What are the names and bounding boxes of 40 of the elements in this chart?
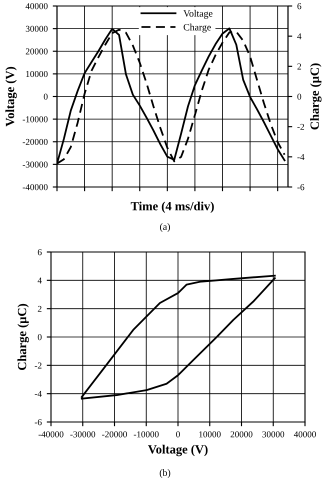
- y-tick-label: -4: [34, 390, 42, 397]
- legend-label: Charge: [184, 24, 211, 32]
- y-tick-label: 30000: [26, 26, 48, 32]
- x-axis-title: Time (4 ms/div): [130, 202, 214, 213]
- x-tick-label: 30000: [262, 431, 284, 438]
- y-tick-label: 0: [38, 334, 42, 340]
- x-tick-label: 40000: [294, 431, 316, 438]
- y-tick-label: -20000: [22, 138, 48, 145]
- y-tick-label: -30000: [22, 162, 48, 168]
- y-tick-label: -2: [34, 362, 42, 368]
- x-tick-label: -10000: [134, 431, 159, 438]
- y2-axis-title: Charge (µC): [310, 63, 322, 130]
- y-tick-label: -10000: [22, 116, 48, 122]
- y-tick-label: 10000: [26, 71, 48, 78]
- y-tick-label: 6: [38, 249, 42, 256]
- x-axis-title: Voltage (V): [148, 444, 208, 456]
- y-tick-label: 0: [44, 94, 48, 100]
- text: (a): [160, 223, 170, 232]
- x-tick-label: 10000: [199, 431, 221, 438]
- y-tick-label: 4: [38, 278, 42, 284]
- y-tick-label: 20000: [26, 48, 48, 54]
- text: (b): [160, 469, 170, 478]
- y2-tick-label: 6: [297, 3, 302, 10]
- y-tick-label: -40000: [22, 184, 48, 190]
- y2-tick-label: 2: [297, 63, 302, 70]
- x-tick-label: -20000: [102, 431, 127, 438]
- x-tick-label: 0: [176, 431, 180, 438]
- y2-tick-label: -4: [297, 154, 304, 160]
- legend-label: Voltage: [183, 10, 212, 19]
- x-tick-label: 20000: [230, 431, 252, 438]
- y2-tick-label: -6: [297, 184, 304, 190]
- y-tick-label: -6: [34, 419, 42, 426]
- y2-tick-label: -2: [297, 124, 304, 130]
- x-tick-label: -30000: [70, 431, 96, 438]
- y2-tick-label: 0: [297, 94, 302, 100]
- y-tick-label: 2: [38, 306, 42, 312]
- y-axis-title: Charge (µC): [17, 304, 29, 370]
- y-axis-title: Voltage (V): [5, 66, 17, 127]
- y-tick-label: 40000: [26, 3, 48, 10]
- y2-tick-label: 4: [297, 33, 302, 40]
